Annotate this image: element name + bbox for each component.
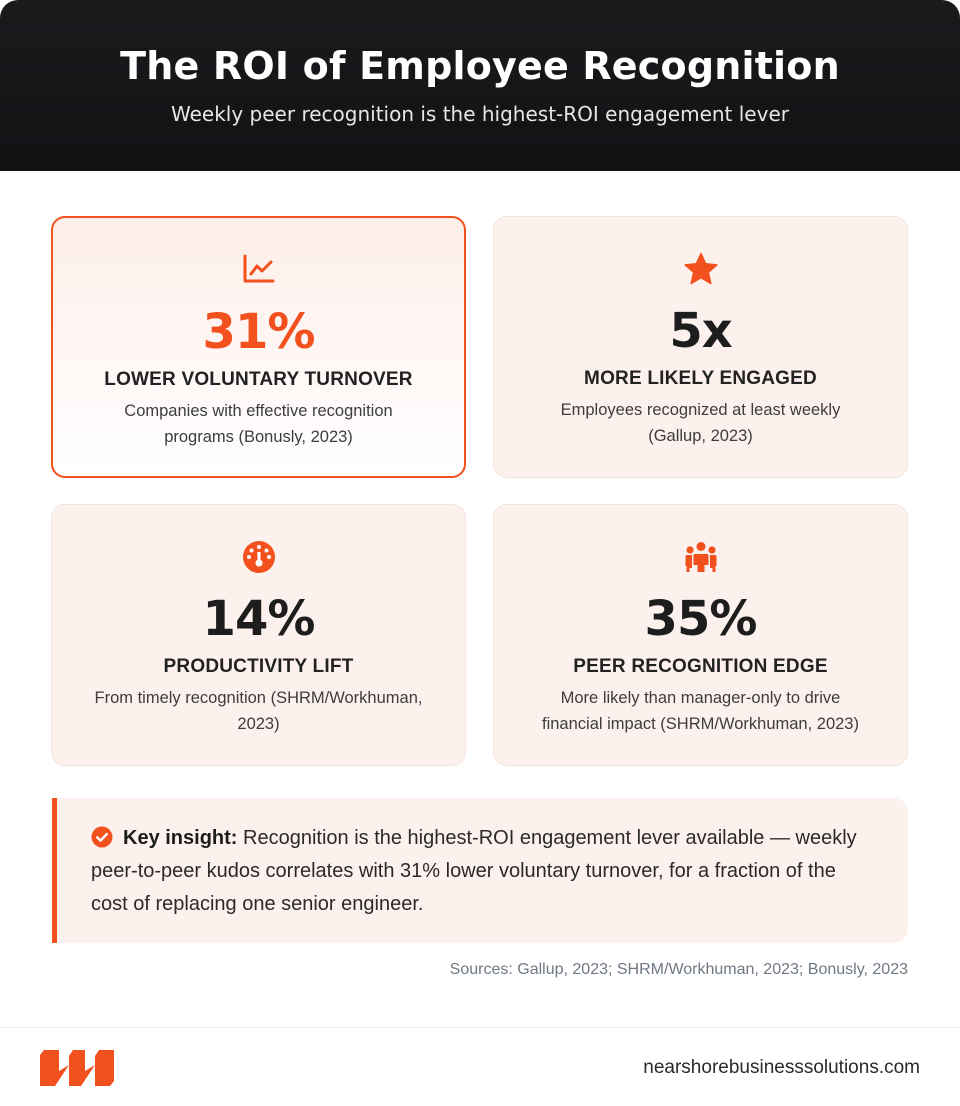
page-header: The ROI of Employee Recognition Weekly p… <box>0 0 960 171</box>
stat-value: 14% <box>202 591 316 647</box>
page-footer: nearshorebusinesssolutions.com <box>0 1027 960 1106</box>
stat-label: PEER RECOGNITION EDGE <box>573 656 828 677</box>
stat-value: 5x <box>669 303 732 359</box>
stat-value: 35% <box>644 591 758 647</box>
line-chart-icon <box>53 253 464 289</box>
stat-card-productivity: 14% PRODUCTIVITY LIFT From timely recogn… <box>51 504 466 766</box>
check-circle-icon <box>91 826 113 848</box>
insight-lead: Key insight: <box>123 827 238 849</box>
stat-description: From timely recognition (SHRM/Workhuman,… <box>94 689 423 733</box>
stat-description: More likely than manager-only to drive f… <box>542 689 859 733</box>
stat-value: 31% <box>202 304 316 360</box>
page-subtitle: Weekly peer recognition is the highest-R… <box>171 102 789 126</box>
stat-label: MORE LIKELY ENGAGED <box>584 368 817 389</box>
stat-label: LOWER VOLUNTARY TURNOVER <box>104 369 413 390</box>
page-title: The ROI of Employee Recognition <box>120 44 840 88</box>
stat-card-engaged: 5x MORE LIKELY ENGAGED Employees recogni… <box>493 216 908 478</box>
stat-description: Companies with effective recognition pro… <box>124 402 393 446</box>
key-insight-callout: Key insight: Recognition is the highest-… <box>52 798 908 943</box>
stat-card-turnover: 31% LOWER VOLUNTARY TURNOVER Companies w… <box>51 216 466 478</box>
insight-body: Recognition is the highest-ROI engagemen… <box>91 827 857 915</box>
stat-card-peer: 35% PEER RECOGNITION EDGE More likely th… <box>493 504 908 766</box>
gauge-icon <box>52 540 465 576</box>
brand-logo-icon <box>38 1048 116 1093</box>
stat-description: Employees recognized at least weekly (Ga… <box>560 401 841 445</box>
sources-note: Sources: Gallup, 2023; SHRM/Workhuman, 2… <box>449 961 908 978</box>
star-icon <box>494 252 907 288</box>
people-group-icon <box>494 540 907 576</box>
stat-label: PRODUCTIVITY LIFT <box>163 656 354 677</box>
insight-text: Key insight: Recognition is the highest-… <box>91 822 872 921</box>
footer-website: nearshorebusinesssolutions.com <box>643 1057 920 1078</box>
